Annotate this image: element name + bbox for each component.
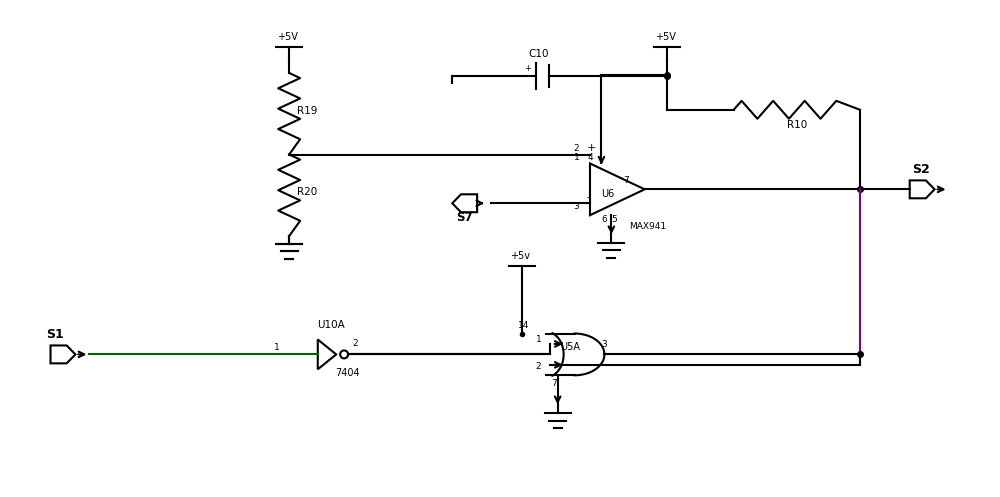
Text: 6: 6	[601, 215, 607, 224]
Text: 3: 3	[574, 202, 579, 211]
Text: 3: 3	[601, 340, 607, 349]
Text: 2: 2	[536, 362, 541, 371]
Text: 1: 1	[536, 335, 542, 344]
Text: 4: 4	[588, 153, 593, 162]
Text: MAX941: MAX941	[629, 222, 666, 231]
Text: R10: R10	[787, 120, 807, 130]
Text: U6: U6	[601, 189, 615, 199]
Text: 1: 1	[274, 343, 280, 352]
Text: S1: S1	[47, 329, 64, 341]
Text: 14: 14	[518, 321, 529, 330]
Text: U10A: U10A	[317, 320, 345, 330]
Text: 2: 2	[574, 144, 579, 153]
Text: C10: C10	[529, 49, 549, 59]
Text: 7: 7	[552, 379, 557, 388]
Text: +5v: +5v	[510, 251, 530, 261]
Text: +: +	[524, 64, 531, 73]
Text: -: -	[587, 191, 591, 204]
Text: 2: 2	[353, 339, 358, 348]
Text: R20: R20	[297, 187, 317, 197]
Text: 7404: 7404	[335, 368, 360, 378]
Text: +5V: +5V	[277, 32, 298, 42]
Text: S7: S7	[456, 211, 473, 224]
Text: 7: 7	[623, 176, 629, 185]
Text: +5V: +5V	[655, 32, 676, 42]
Text: 1: 1	[574, 153, 579, 162]
Text: 5: 5	[611, 215, 617, 224]
Text: S2: S2	[912, 164, 929, 176]
Text: R19: R19	[297, 106, 318, 116]
Text: +: +	[587, 143, 596, 153]
Text: U5A: U5A	[560, 342, 580, 352]
